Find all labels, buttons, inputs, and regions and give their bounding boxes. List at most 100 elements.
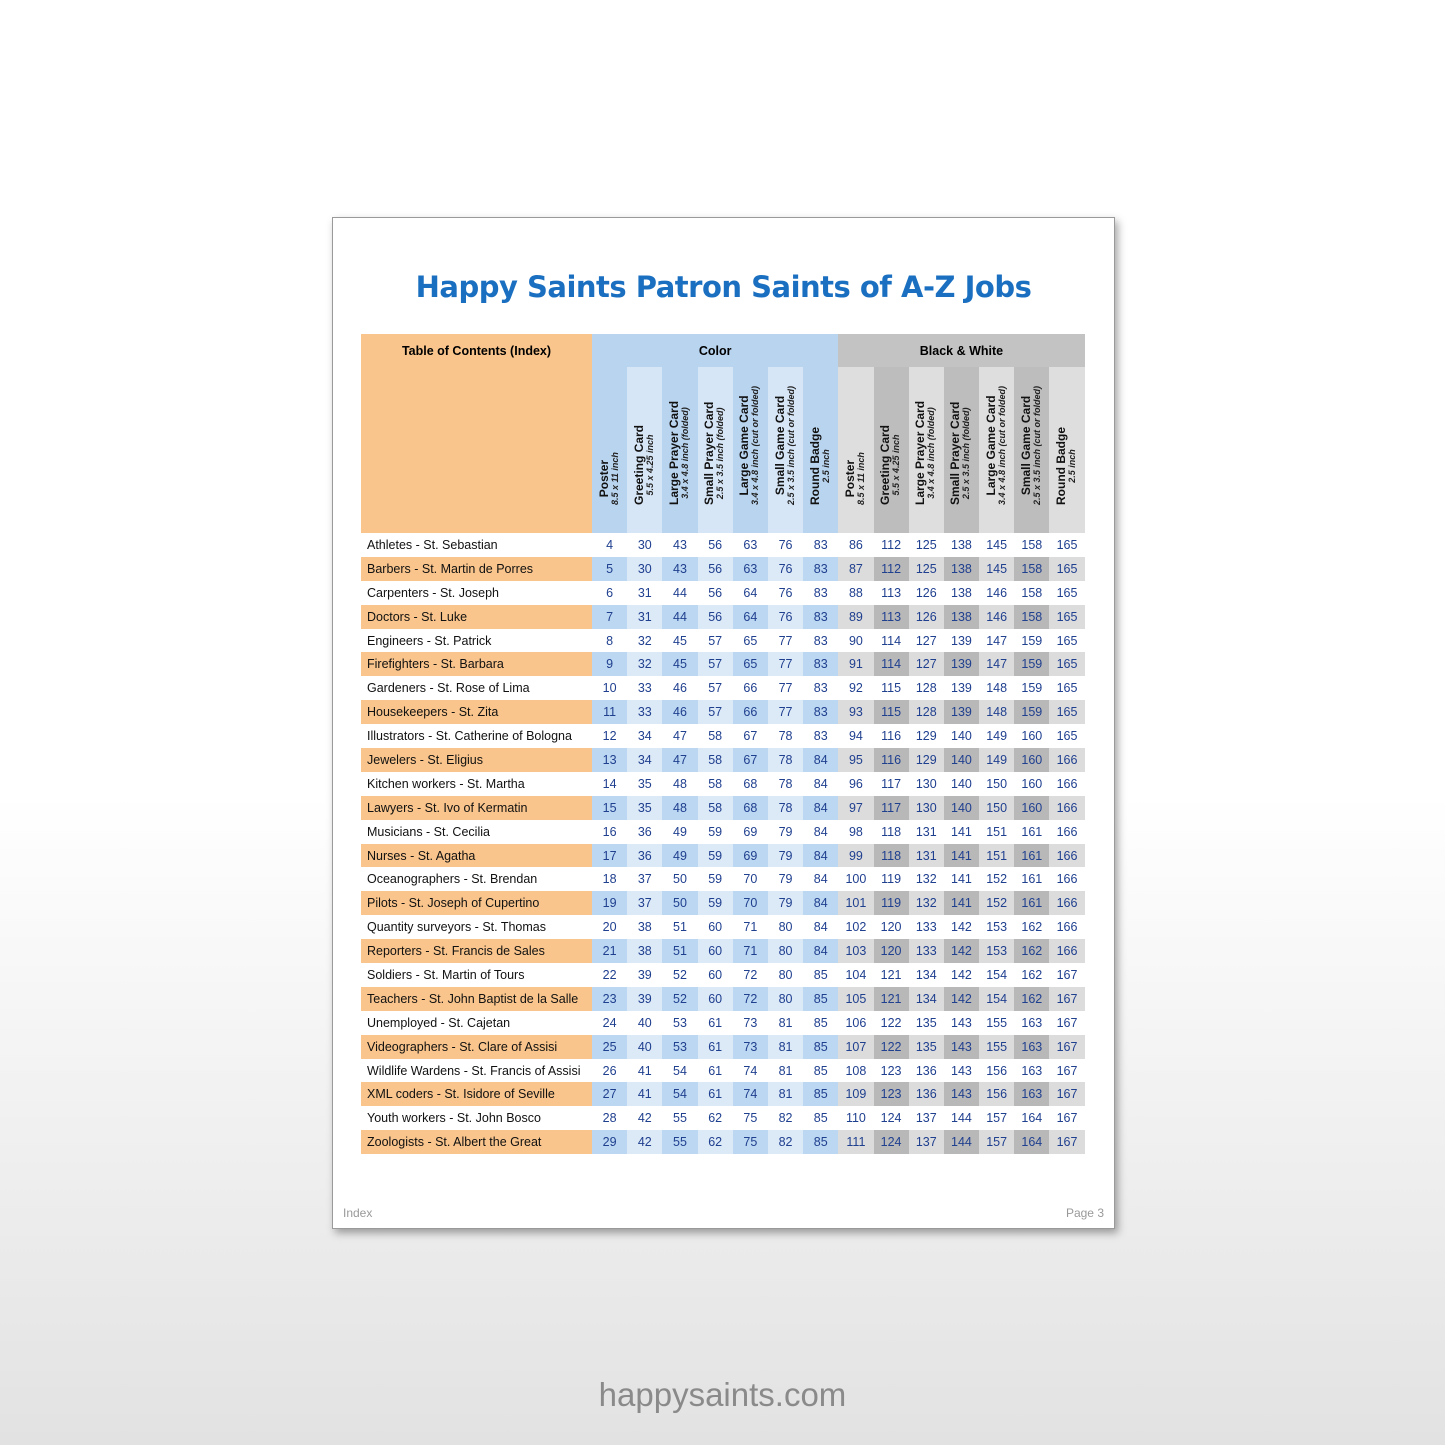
table-row: Athletes - St. Sebastian 4 30 43 56 63 76 83 86 1… [361, 533, 1085, 557]
page-number-cell: 116 [873, 748, 909, 772]
page-number-cell: 69 [732, 843, 768, 868]
page-number-cell: 167 [1049, 1010, 1085, 1035]
bw-column-header: Small Prayer Card 2.5 x 3.5 inch (folded) [943, 367, 980, 533]
page-number-cell: 156 [979, 1058, 1015, 1083]
page-number-cell: 145 [979, 533, 1015, 557]
page-number-cell: 101 [838, 891, 874, 916]
table-row: Zoologists - St. Albert the Great 29 42 55 6… [361, 1130, 1085, 1155]
page-number-cell: 57 [697, 652, 733, 677]
page-number-cell: 41 [627, 1082, 663, 1107]
patron-saint-name: Videographers - St. Clare of Assisi [361, 1034, 592, 1059]
page-number-cell: 63 [732, 533, 768, 557]
page-number-cell: 52 [662, 986, 698, 1011]
color-column-header: Large Prayer Card 3.4 x 4.8 inch (folded) [662, 367, 698, 533]
column-size: 3.4 x 4.8 inch (cut or folded) [996, 385, 1007, 505]
page-number-cell: 71 [732, 939, 768, 964]
page-number-cell: 73 [732, 1010, 768, 1035]
page-number-cell: 37 [627, 867, 663, 892]
patron-saint-name: Oceanographers - St. Brendan [367, 872, 538, 887]
page-number-cell: 60 [697, 986, 733, 1011]
page-number-cell: 50 [662, 891, 698, 916]
page-number-cell: 149 [979, 748, 1015, 772]
page-number-cell: 99 [838, 843, 874, 868]
footer-section: Index [343, 1206, 373, 1220]
page-number-cell: 114 [873, 628, 909, 653]
page-number-cell: 84 [803, 915, 839, 940]
page-number-cell: 81 [767, 1034, 804, 1059]
page-number-cell: 95 [838, 748, 874, 772]
bw-column-header: Large Game Card 3.4 x 4.8 inch (cut or fo… [979, 367, 1015, 533]
page-number-cell: 76 [767, 580, 804, 605]
page-number-cell: 85 [803, 1082, 839, 1107]
page-number-cell: 81 [767, 1058, 804, 1083]
page-number-cell: 10 [592, 676, 628, 701]
page-number-cell: 138 [943, 604, 980, 629]
page-number-cell: 149 [979, 724, 1015, 749]
page-number-cell: 34 [627, 748, 663, 772]
page-number-cell: 58 [697, 771, 733, 796]
page-number-cell: 137 [908, 1106, 944, 1131]
column-size: 8.5 x 11 inch [609, 452, 620, 505]
page-number-cell: 62 [697, 1130, 733, 1155]
page-number-cell: 104 [838, 963, 874, 987]
page-number-cell: 161 [1014, 867, 1050, 892]
page-number-cell: 92 [838, 676, 874, 701]
page-number-cell: 162 [1014, 963, 1050, 987]
page-number-cell: 35 [627, 771, 663, 796]
page-number-cell: 119 [873, 867, 909, 892]
column-size: 2.5 x 3.5 inch (cut or folded) [785, 385, 796, 505]
page-number-cell: 82 [767, 1130, 804, 1155]
page-number-cell: 24 [592, 1010, 628, 1035]
page-number-cell: 79 [767, 819, 804, 844]
page-number-cell: 167 [1049, 1082, 1085, 1107]
page-number-cell: 46 [662, 700, 698, 725]
page-number-cell: 143 [943, 1058, 980, 1083]
page-number-cell: 60 [697, 939, 733, 964]
page-number-cell: 47 [662, 748, 698, 772]
page-number-cell: 81 [767, 1010, 804, 1035]
color-column-header: Round Badge 2.5 inch [803, 367, 839, 533]
page-number-cell: 118 [873, 819, 909, 844]
page-number-cell: 107 [838, 1034, 874, 1059]
page-number-cell: 56 [697, 556, 733, 581]
page-number-cell: 61 [697, 1010, 733, 1035]
page-number-cell: 134 [908, 986, 944, 1011]
page-number-cell: 39 [627, 986, 663, 1011]
page-number-cell: 77 [767, 676, 804, 701]
page-number-cell: 83 [803, 533, 839, 557]
page-number-cell: 167 [1049, 1034, 1085, 1059]
page-number-cell: 48 [662, 771, 698, 796]
page-number-cell: 112 [873, 533, 909, 557]
page-number-cell: 135 [908, 1010, 944, 1035]
page-number-cell: 9 [592, 652, 628, 677]
table-row: Barbers - St. Martin de Porres 5 30 43 56 63 7… [361, 556, 1085, 581]
page-number-cell: 6 [592, 580, 628, 605]
page-number-cell: 27 [592, 1082, 628, 1107]
page-title: Happy Saints Patron Saints of A-Z Jobs [415, 270, 1032, 304]
page-number-cell: 52 [662, 963, 698, 987]
page-number-cell: 121 [873, 986, 909, 1011]
patron-saint-name: Illustrators - St. Catherine of Bologna [367, 729, 572, 744]
page-number-cell: 34 [627, 724, 663, 749]
page-number-cell: 80 [767, 963, 804, 987]
page-number-cell: 65 [732, 652, 768, 677]
page-number-cell: 166 [1049, 915, 1085, 940]
page-number-cell: 83 [803, 604, 839, 629]
column-size: 3.4 x 4.8 inch (folded) [679, 407, 690, 499]
page-number-cell: 86 [838, 533, 874, 557]
page-number-cell: 147 [979, 652, 1015, 677]
column-label: Poster [596, 459, 611, 498]
page-number-cell: 57 [697, 676, 733, 701]
page-number-cell: 78 [767, 795, 804, 820]
page-number-cell: 166 [1049, 939, 1085, 964]
page-number-cell: 55 [662, 1106, 698, 1131]
page-number-cell: 161 [1014, 891, 1050, 916]
page-number-cell: 70 [732, 891, 768, 916]
patron-saint-name: Musicians - St. Cecilia [367, 824, 490, 839]
table-row: Carpenters - St. Joseph 6 31 44 56 64 76 83 88 11… [361, 580, 1085, 605]
page-number-cell: 141 [943, 867, 980, 892]
page-number-cell: 53 [662, 1010, 698, 1035]
page-number-cell: 42 [627, 1106, 663, 1131]
page-number-cell: 165 [1049, 580, 1085, 605]
column-size: 3.4 x 4.8 inch (cut or folded) [750, 385, 761, 505]
